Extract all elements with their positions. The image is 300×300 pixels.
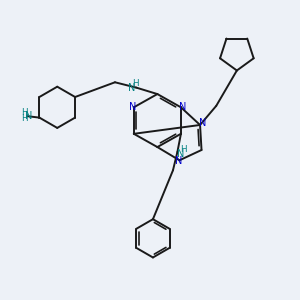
Text: N: N — [175, 156, 182, 166]
Text: H: H — [21, 108, 27, 117]
Text: N: N — [199, 118, 206, 128]
Text: N: N — [128, 83, 136, 93]
Text: N: N — [177, 149, 184, 159]
Text: H: H — [132, 79, 139, 88]
Text: N: N — [129, 102, 136, 112]
Text: N: N — [179, 102, 186, 112]
Text: H: H — [21, 114, 27, 123]
Text: N: N — [25, 110, 32, 121]
Text: H: H — [181, 145, 187, 154]
